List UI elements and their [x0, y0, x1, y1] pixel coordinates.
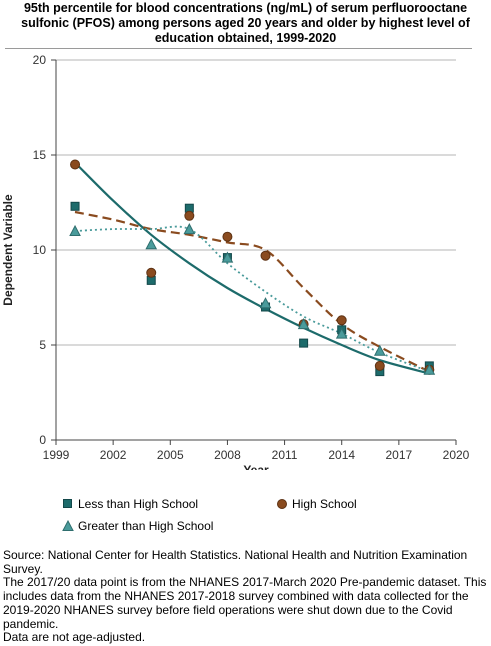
legend-label-greater-than-high-school: Greater than High School [78, 519, 214, 533]
legend-circle-marker-icon [277, 499, 287, 509]
source-line: Source: National Center for Health Stati… [3, 548, 468, 576]
data-point-circle [222, 231, 233, 242]
data-point-square [70, 201, 80, 211]
data-point-circle [336, 315, 347, 326]
chart-area: 0 5 10 15 20 1999 2002 2005 2008 2011 2014 2017 2020… [1, 53, 470, 470]
legend-item-less-than-high-school[interactable]: Less than High School [62, 497, 198, 511]
data-point-circle [70, 159, 81, 170]
y-axis-label: Dependent Variable [1, 194, 15, 306]
data-point-circle [146, 267, 157, 278]
y-tick-label: 10 [33, 243, 47, 257]
data-point-triangle [297, 318, 310, 330]
trend-line-series-0 [74, 161, 430, 375]
x-tick-label: 2002 [100, 448, 127, 462]
data-point-circle [374, 360, 385, 371]
x-tick-label: 1999 [43, 448, 70, 462]
y-tick-label: 5 [39, 338, 46, 352]
y-tick-label: 20 [33, 53, 47, 67]
data-point-circle [184, 210, 195, 221]
x-tick-label: 2005 [157, 448, 184, 462]
x-tick-label: 2011 [272, 448, 298, 462]
source-notes: Source: National Center for Health Stati… [3, 548, 488, 645]
data-point-triangle [69, 224, 81, 236]
data-point-triangle [373, 344, 386, 356]
legend-square-marker-icon [63, 499, 72, 508]
x-tick-label: 2017 [386, 448, 413, 462]
legend-item-high-school[interactable]: High School [276, 497, 357, 511]
y-tick-label: 15 [33, 148, 47, 162]
y-tick-label: 0 [39, 433, 46, 447]
x-axis-label: Year [243, 463, 269, 470]
data-point-triangle [259, 297, 272, 309]
legend-item-greater-than-high-school[interactable]: Greater than High School [62, 519, 213, 533]
data-point-circle [260, 250, 271, 261]
data-point-square [299, 338, 309, 348]
legend-label-less-than-high-school: Less than High School [78, 497, 199, 511]
age-adjustment-note: Data are not age-adjusted. [3, 630, 146, 645]
dataset-note: The 2017/20 data point is from the NHANE… [3, 575, 487, 631]
x-tick-label: 2008 [214, 448, 241, 462]
x-tick-label: 2020 [443, 448, 470, 462]
data-point-triangle [423, 363, 436, 375]
data-point-triangle [145, 238, 158, 250]
data-point-triangle [335, 327, 348, 339]
trend-line-series-1 [74, 210, 430, 373]
legend-triangle-marker-icon [62, 520, 74, 531]
data-point-triangle [183, 223, 196, 235]
chart-title: 95th percentile for blood concentrations… [21, 1, 470, 45]
x-tick-label: 2014 [328, 448, 355, 462]
title-divider [5, 48, 472, 49]
legend-label-high-school: High School [292, 497, 357, 511]
data-point-triangle [221, 251, 234, 263]
trend-line-series-2 [74, 225, 430, 373]
